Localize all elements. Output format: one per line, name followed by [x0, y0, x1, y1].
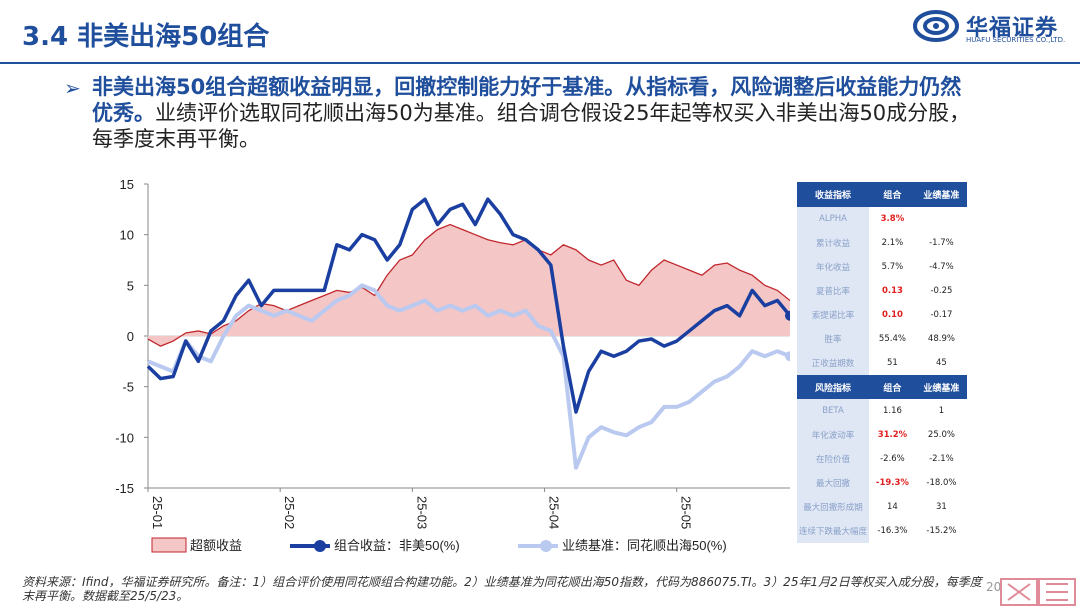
col-header-benchmark-risk: 业绩基准 [915, 375, 967, 399]
risk-metric-row: 年化波动率 31.2% 25.0% [797, 423, 967, 447]
header-divider [0, 62, 1080, 64]
returns-metric-portfolio-cell: 5.7% [881, 262, 904, 272]
col-header-portfolio: 组合 [869, 182, 916, 207]
col-header-portfolio-risk: 组合 [869, 375, 916, 399]
risk-metric-portfolio-cell: 14 [887, 502, 898, 512]
y-tick-label: 10 [120, 228, 134, 243]
page-title: 3.4 非美出海50组合 [22, 22, 270, 52]
risk-metric-benchmark-cell: 31 [936, 502, 947, 512]
returns-metric-portfolio-cell: 2.1% [881, 238, 904, 248]
risk-metric-portfolio-cell: -16.3% [877, 526, 908, 536]
excess-return-area [148, 224, 790, 347]
portfolio-series-line [146, 197, 790, 414]
risk-metric-benchmark-cell: -18.0% [926, 478, 957, 488]
y-tick-label: -5 [122, 380, 134, 395]
risk-metric-benchmark-cell: 1 [938, 406, 945, 416]
y-tick-label: 5 [127, 278, 134, 293]
legend-portfolio-marker [314, 540, 326, 552]
returns-metric-row: 索提诺比率 0.10 -0.17 [797, 303, 967, 327]
returns-metric-label-cell: 年化收益 [797, 255, 869, 279]
risk-metric-label-cell: 最大回撤形成期 [797, 495, 869, 519]
returns-metric-benchmark-cell: -0.17 [930, 310, 953, 320]
returns-chart: 15 10 5 0 -5 -10 -15 25-01 25-02 25-03 25-04 25-05 超… [115, 177, 790, 553]
y-tick-label: 15 [120, 177, 134, 192]
logo-swirl-icon [913, 10, 959, 42]
risk-metric-row: 连续下跌最大幅度 -16.3% -15.2% [797, 519, 967, 543]
risk-metric-label-cell: 连续下跌最大幅度 [797, 519, 869, 543]
returns-metric-label-cell: 夏普比率 [797, 279, 869, 303]
x-tick-label: 25-05 [679, 496, 694, 529]
logo-text-cn: 华福证券 [966, 16, 1059, 41]
benchmark-end-marker [785, 351, 790, 362]
x-tick-label: 25-03 [414, 496, 429, 529]
returns-metric-row: 正收益期数 51 45 [797, 351, 967, 375]
col-header-risk: 风险指标 [797, 375, 869, 399]
metrics-table: 收益指标 组合 业绩基准 ALPHA 3.8% 累计收益 2.1% -1.7% 年化收益 5… [797, 182, 967, 543]
returns-metric-portfolio-cell: 0.13 [881, 286, 903, 296]
legend-excess-swatch [151, 537, 187, 553]
returns-metric-portfolio-cell: 51 [887, 358, 898, 368]
risk-metric-label-cell: 年化波动率 [797, 423, 869, 447]
risk-metric-portfolio-cell: -2.6% [880, 454, 905, 464]
portfolio-end-marker [785, 310, 790, 321]
bullet-body: 业绩评价选取同花顺出海50为基准。组合调仓假设25年起等权买入非美出海50成分股… [92, 101, 971, 151]
returns-metric-portfolio-cell: 0.10 [881, 310, 903, 320]
source-note: 资料来源：Ifind，华福证券研究所。备注：1）组合评价使用同花顺组合构建功能。… [22, 575, 982, 603]
returns-metric-benchmark-cell: -4.7% [929, 262, 954, 272]
risk-metric-row: 最大回撤形成期 14 31 [797, 495, 967, 519]
returns-metric-row: 年化收益 5.7% -4.7% [797, 255, 967, 279]
bullet-text: 非美出海50组合超额收益明显，回撤控制能力好于基准。从指标看，风险调整后收益能力… [92, 74, 972, 152]
bullet-highlight: 非美出海50组合超额收益明显，回撤控制能力好于基准。从指标看，风险调整后收益能力… [92, 75, 962, 125]
returns-metric-benchmark-cell: -1.7% [929, 238, 954, 248]
returns-metric-benchmark-cell: 45 [936, 358, 947, 368]
brand-logo: 华福证券 HUAFU SECURITIES CO.,LTD. [912, 8, 1072, 50]
returns-metric-label-cell: 胜率 [797, 327, 869, 351]
risk-metric-row: 最大回撤 -19.3% -18.0% [797, 471, 967, 495]
header-bar: 3.4 非美出海50组合 华福证券 HUAFU SECURITIES CO.,L… [0, 0, 1080, 64]
returns-metric-benchmark-cell [916, 207, 967, 231]
benchmark-series-line [147, 283, 790, 470]
returns-metric-label-cell: ALPHA [797, 207, 869, 231]
bullet-arrow-icon: ➢ [64, 76, 81, 100]
returns-metric-label-cell: 索提诺比率 [797, 303, 869, 327]
x-tick-label: 25-01 [150, 496, 165, 529]
legend-excess-label: 超额收益 [190, 538, 242, 553]
returns-metric-label-cell: 累计收益 [797, 231, 869, 255]
page-number: 20 [986, 580, 1002, 594]
returns-metric-benchmark-cell: 48.9% [927, 334, 955, 344]
y-tick-label: -15 [115, 481, 134, 496]
risk-metric-row: 在险价值 -2.6% -2.1% [797, 447, 967, 471]
risk-metric-benchmark-cell: -15.2% [926, 526, 957, 536]
y-tick-label: 0 [127, 329, 134, 344]
risk-metric-portfolio-cell: 1.16 [882, 406, 902, 416]
risk-metric-benchmark-cell: -2.1% [929, 454, 954, 464]
returns-metric-benchmark-cell: -0.25 [930, 286, 953, 296]
risk-metric-portfolio-cell: 31.2% [877, 430, 908, 440]
returns-metric-label-cell: 正收益期数 [797, 351, 869, 375]
legend-benchmark-marker [540, 540, 552, 552]
legend-portfolio-label: 组合收益：非美50(%) [334, 538, 460, 553]
returns-metric-row: 夏普比率 0.13 -0.25 [797, 279, 967, 303]
logo-text-en: HUAFU SECURITIES CO.,LTD. [966, 36, 1066, 44]
x-tick-label: 25-04 [547, 496, 562, 529]
legend-benchmark-label: 业绩基准：同花顺出海50(%) [562, 538, 727, 553]
x-tick-label: 25-02 [282, 496, 297, 529]
returns-metric-portfolio-cell: 55.4% [878, 334, 906, 344]
risk-metric-label-cell: 在险价值 [797, 447, 869, 471]
returns-metric-row: ALPHA 3.8% [797, 207, 967, 231]
risk-metric-benchmark-cell: 25.0% [927, 430, 955, 440]
risk-metric-portfolio-cell: -19.3% [875, 478, 909, 488]
returns-metric-row: 累计收益 2.1% -1.7% [797, 231, 967, 255]
risk-metric-row: BETA 1.16 1 [797, 399, 967, 423]
col-header-returns: 收益指标 [797, 182, 869, 207]
watermark-stamp-icon [1000, 578, 1076, 606]
risk-metric-label-cell: BETA [797, 399, 869, 423]
returns-metric-portfolio-cell: 3.8% [880, 214, 905, 224]
risk-metric-label-cell: 最大回撤 [797, 471, 869, 495]
col-header-benchmark: 业绩基准 [915, 182, 967, 207]
returns-metric-row: 胜率 55.4% 48.9% [797, 327, 967, 351]
y-tick-label: -10 [115, 430, 134, 445]
